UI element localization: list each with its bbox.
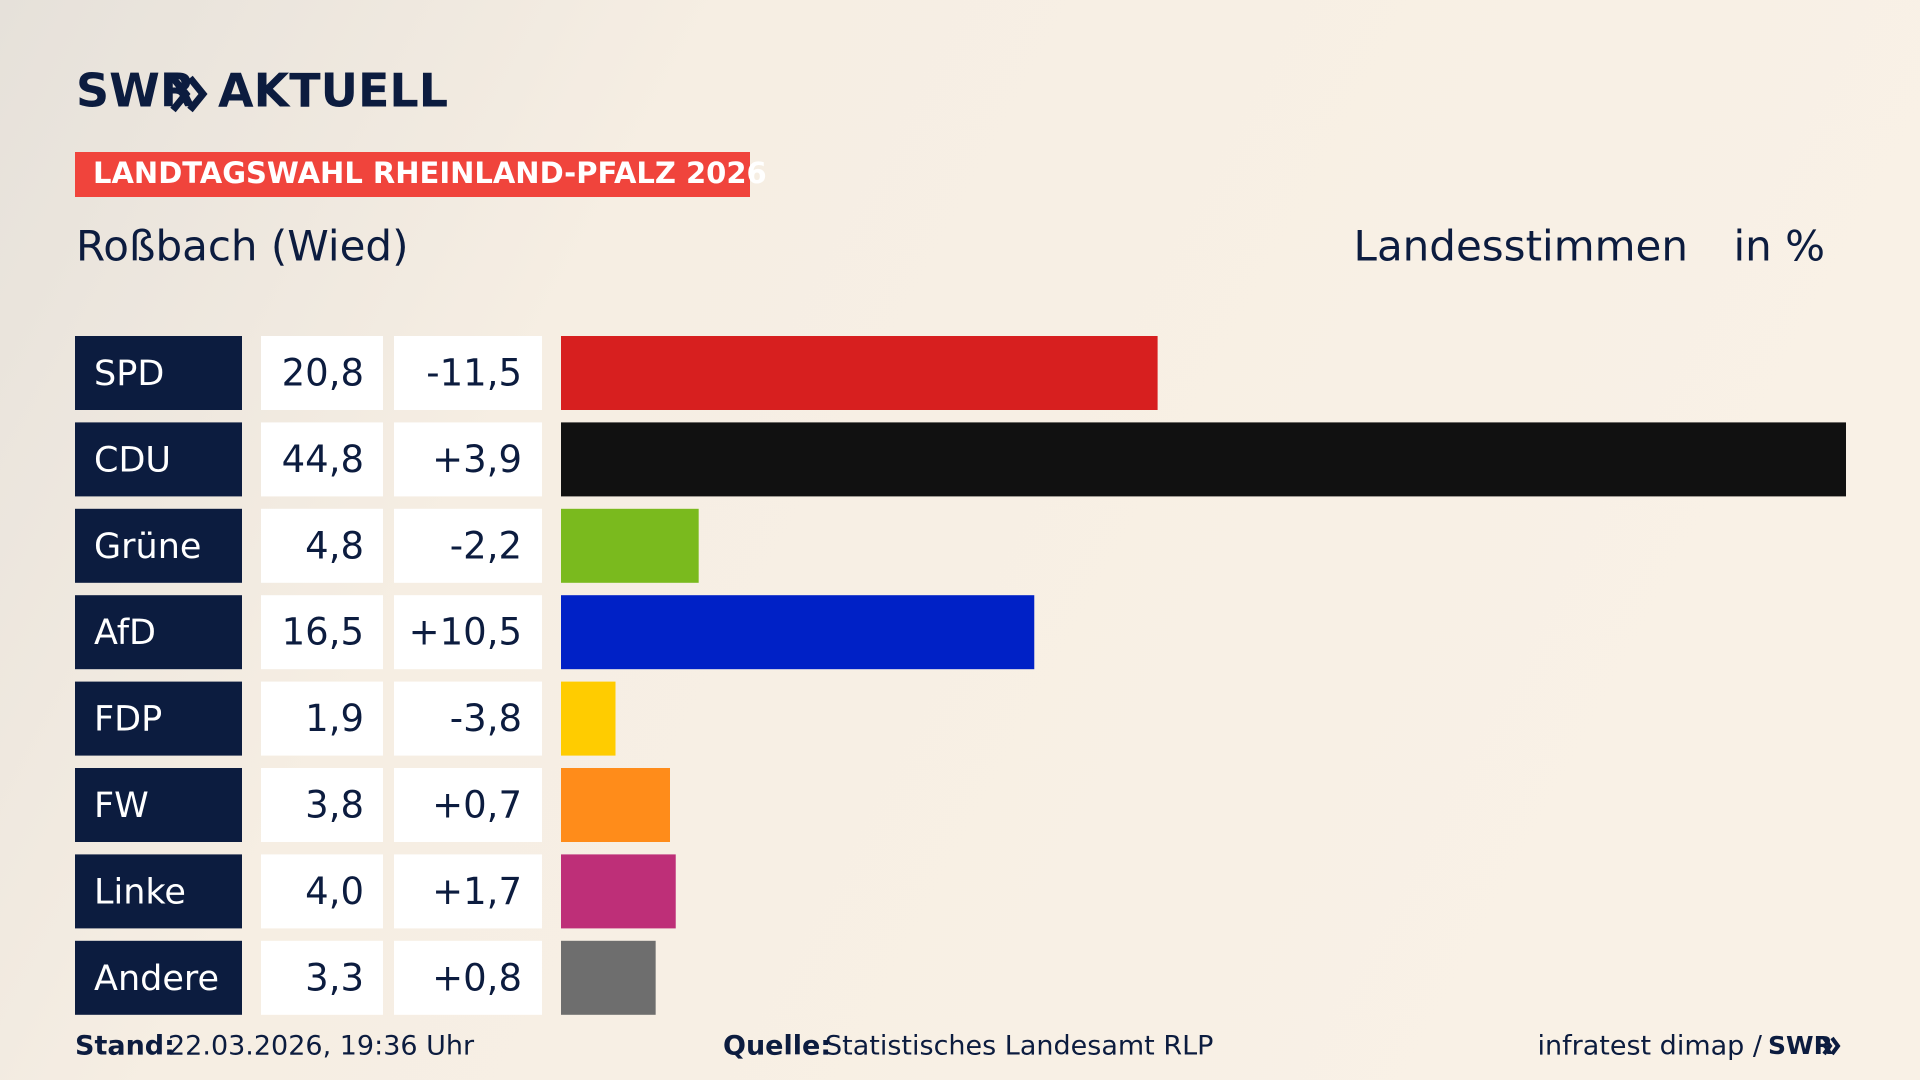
change-label: +10,5 [409, 611, 522, 654]
election-label: LANDTAGSWAHL RHEINLAND-PFALZ 2026 [93, 156, 767, 190]
change-cell [394, 940, 542, 1015]
party-box [75, 940, 242, 1015]
party-box [75, 422, 242, 497]
brand-sub: AKTUELL [218, 64, 448, 118]
value-cell [261, 854, 383, 929]
value-label: 20,8 [282, 352, 364, 395]
credit-chevrons [1822, 1036, 1841, 1056]
party-box [75, 768, 242, 842]
party-box [75, 681, 242, 756]
party-name: FW [94, 786, 149, 826]
change-cell [394, 336, 542, 410]
value-cell [261, 422, 383, 497]
change-label: -11,5 [426, 352, 522, 395]
party-box [75, 854, 242, 929]
party-name: Andere [94, 959, 219, 999]
bar [561, 595, 1035, 670]
value-label: 4,8 [305, 524, 364, 567]
credit-brand: SWR [1768, 1031, 1833, 1060]
party-name: FDP [94, 700, 162, 740]
bar [561, 336, 1158, 410]
value-label: 44,8 [282, 438, 364, 481]
stand: 22.03.2026, 19:36 Uhr [168, 1031, 475, 1062]
change-label: +0,7 [432, 784, 522, 827]
change-cell [394, 422, 542, 497]
party-name: SPD [94, 354, 164, 394]
label-box [75, 152, 750, 197]
credit: infratest dimap / [1537, 1031, 1762, 1062]
change-cell [394, 854, 542, 929]
bar [561, 422, 1846, 497]
source-label: Quelle: [723, 1031, 831, 1062]
value-cell [261, 336, 383, 410]
value-cell [261, 768, 383, 842]
bar [561, 508, 699, 583]
change-cell [394, 508, 542, 583]
party-name: AfD [94, 613, 156, 653]
party-name: CDU [94, 440, 171, 480]
party-box [75, 595, 242, 670]
unit: in % [1733, 222, 1825, 271]
party-box [75, 336, 242, 410]
value-cell [261, 681, 383, 756]
change-label: -2,2 [450, 524, 522, 567]
rows: SPD 20,8 -11,5 CDU 44,8 +3,9 Grüne 4,8 -2,2 AfD 16… [75, 336, 1846, 1015]
measure: Landesstimmen [1354, 222, 1688, 271]
brand-chevrons [170, 75, 208, 113]
value-cell [261, 595, 383, 670]
party-box [75, 508, 242, 583]
chart-title: Roßbach (Wied) [76, 222, 408, 271]
bar [561, 768, 670, 842]
value-label: 4,0 [305, 870, 364, 913]
value-label: 16,5 [282, 611, 364, 654]
bar [561, 681, 616, 756]
change-label: -3,8 [450, 697, 522, 740]
value-cell [261, 508, 383, 583]
bar [561, 854, 676, 929]
change-cell [394, 768, 542, 842]
value-cell [261, 940, 383, 1015]
party-name: Grüne [94, 527, 201, 567]
change-cell [394, 681, 542, 756]
stand-label: Stand: [75, 1031, 175, 1062]
value-label: 3,3 [305, 956, 364, 999]
value-label: 3,8 [305, 784, 364, 827]
bar [561, 940, 656, 1015]
change-label: +0,8 [432, 956, 522, 999]
change-cell [394, 595, 542, 670]
change-label: +3,9 [432, 438, 522, 481]
value-label: 1,9 [305, 697, 364, 740]
source: Statistisches Landesamt RLP [825, 1031, 1213, 1062]
party-name: Linke [94, 872, 186, 912]
change-label: +1,7 [432, 870, 522, 913]
